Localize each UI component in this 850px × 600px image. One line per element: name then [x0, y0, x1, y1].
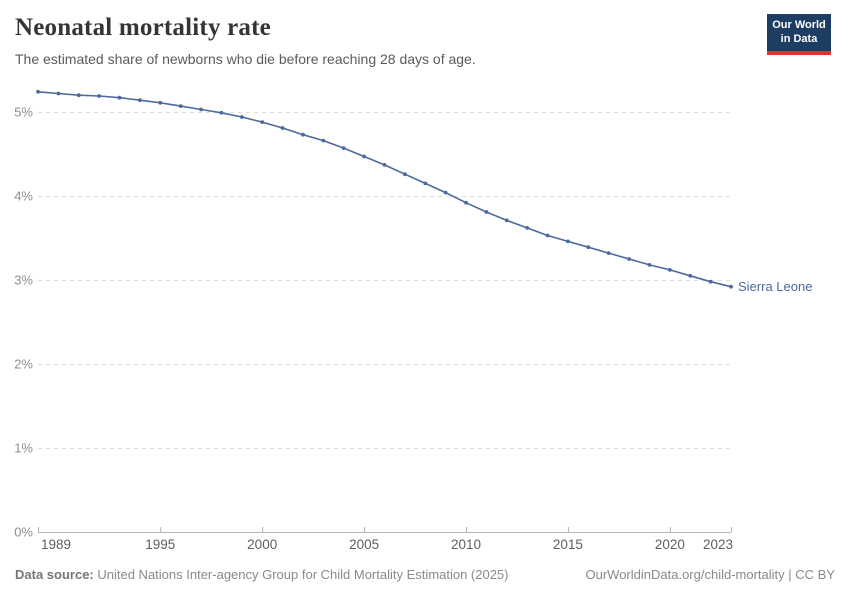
data-point [566, 239, 570, 244]
owid-logo[interactable]: Our World in Data [767, 14, 831, 55]
data-point [56, 91, 61, 96]
data-point [586, 245, 591, 250]
data-point [97, 94, 101, 98]
data-source: Data source: United Nations Inter-agency… [15, 567, 509, 582]
data-source-label: Data source: [15, 567, 94, 582]
data-point [545, 233, 550, 238]
owid-logo-text: Our World in Data [767, 14, 831, 51]
data-point [117, 95, 122, 100]
chart-subtitle: The estimated share of newborns who die … [15, 51, 476, 67]
data-point [301, 132, 305, 137]
data-point [219, 110, 224, 115]
owid-logo-line2: in Data [780, 32, 818, 45]
y-tick-label: 5% [14, 105, 33, 120]
data-point [668, 268, 672, 272]
data-point [647, 263, 652, 267]
data-point [688, 273, 693, 278]
y-tick-label: 2% [14, 357, 33, 372]
data-point [178, 104, 183, 108]
data-point [708, 279, 713, 284]
data-point [504, 218, 509, 223]
x-tick-label: 1995 [145, 537, 175, 552]
data-source-text: United Nations Inter-agency Group for Ch… [93, 567, 509, 582]
data-point [76, 93, 81, 98]
data-point [443, 190, 448, 195]
data-point [280, 126, 285, 130]
x-tick-label: 2010 [451, 537, 481, 552]
x-tick-label: 2015 [553, 537, 583, 552]
data-point [321, 138, 326, 143]
owid-logo-red-bar [767, 50, 831, 55]
x-tick-label: 1989 [41, 537, 71, 552]
chart-header: Neonatal mortality rate The estimated sh… [15, 14, 835, 67]
x-tick-label: 2000 [247, 537, 277, 552]
x-tick-label: 2020 [655, 537, 685, 552]
data-point [525, 226, 530, 230]
data-point [158, 100, 163, 105]
entity-label: Sierra Leone [738, 279, 812, 294]
data-point [484, 210, 489, 214]
data-point [464, 200, 468, 205]
page-title: Neonatal mortality rate [15, 14, 271, 41]
data-point [362, 154, 366, 159]
data-point [199, 107, 204, 112]
data-line [37, 91, 732, 288]
data-point [627, 257, 631, 261]
x-tick-label: 2023 [703, 537, 733, 552]
data-point [403, 172, 407, 177]
y-tick-label: 0% [14, 525, 33, 540]
data-point [341, 146, 346, 151]
x-tick-label: 2005 [349, 537, 379, 552]
data-point [260, 120, 265, 124]
y-tick-label: 3% [14, 273, 33, 288]
data-point [239, 115, 244, 119]
data-point [423, 181, 428, 186]
data-point [382, 163, 387, 167]
data-point [606, 251, 611, 256]
data-point [729, 284, 733, 289]
data-point [138, 98, 142, 103]
data-point [36, 89, 40, 94]
credit-link[interactable]: OurWorldinData.org/child-mortality | CC … [585, 567, 836, 582]
y-tick-label: 4% [14, 189, 33, 204]
owid-logo-line1: Our World [772, 19, 826, 31]
chart-footer: Data source: United Nations Inter-agency… [15, 567, 835, 582]
y-tick-label: 1% [14, 441, 33, 456]
